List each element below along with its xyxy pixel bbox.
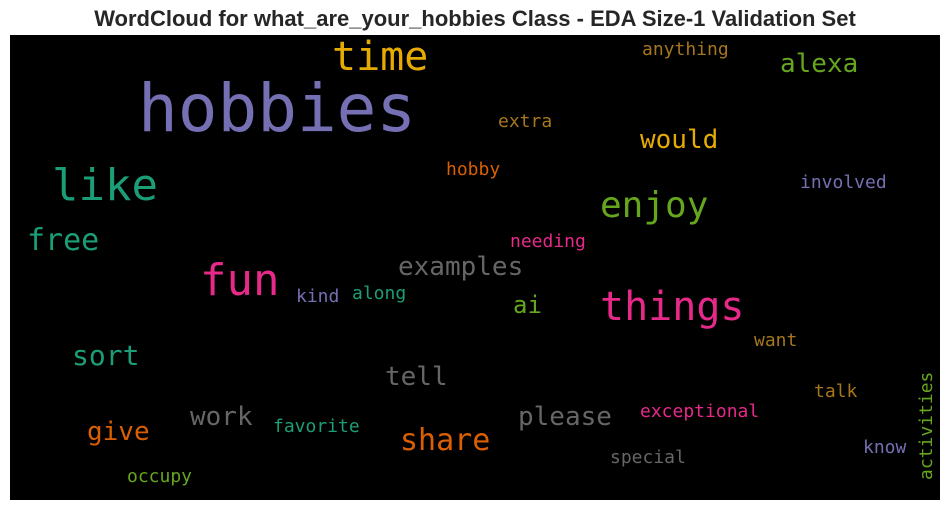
- word-work: work: [190, 402, 253, 432]
- word-along: along: [352, 283, 406, 304]
- word-special: special: [610, 447, 686, 468]
- chart-title: WordCloud for what_are_your_hobbies Clas…: [94, 6, 856, 31]
- word-enjoy: enjoy: [600, 185, 708, 226]
- word-needing: needing: [510, 231, 586, 252]
- word-give: give: [87, 417, 150, 447]
- word-time: time: [332, 35, 428, 80]
- word-ai: ai: [513, 291, 542, 319]
- word-sort: sort: [72, 339, 139, 372]
- word-tell: tell: [385, 362, 448, 392]
- word-anything: anything: [642, 39, 729, 60]
- word-things: things: [600, 284, 745, 330]
- word-free: free: [27, 223, 99, 258]
- wordcloud-canvas: hobbies time like fun things enjoy alexa would f…: [10, 35, 940, 500]
- word-kind: kind: [296, 286, 339, 307]
- word-involved: involved: [800, 172, 887, 193]
- word-occupy: occupy: [127, 466, 192, 487]
- word-exceptional: exceptional: [640, 401, 759, 422]
- word-activities: activities: [916, 372, 937, 480]
- word-extra: extra: [498, 111, 552, 132]
- word-hobby: hobby: [446, 159, 500, 180]
- word-alexa: alexa: [780, 49, 858, 79]
- word-please: please: [518, 402, 612, 432]
- word-fun: fun: [200, 255, 279, 306]
- word-hobbies: hobbies: [138, 70, 416, 147]
- word-favorite: favorite: [273, 416, 360, 437]
- word-share: share: [400, 423, 490, 458]
- word-want: want: [754, 330, 797, 351]
- word-know: know: [863, 437, 907, 458]
- word-talk: talk: [814, 381, 858, 402]
- word-like: like: [52, 160, 158, 211]
- word-examples: examples: [398, 252, 523, 282]
- word-would: would: [640, 125, 718, 155]
